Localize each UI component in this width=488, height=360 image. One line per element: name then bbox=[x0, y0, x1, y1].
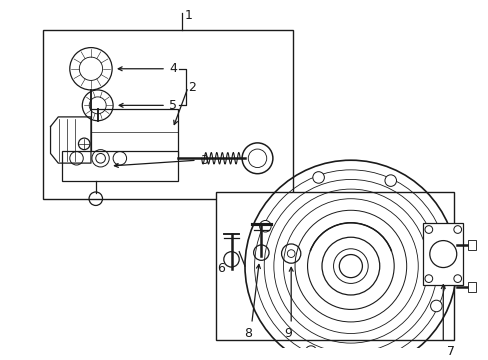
Text: 2: 2 bbox=[188, 81, 196, 94]
Text: 8: 8 bbox=[244, 327, 251, 340]
Text: 3: 3 bbox=[199, 154, 207, 167]
Circle shape bbox=[339, 255, 362, 278]
Text: 7: 7 bbox=[446, 345, 454, 358]
Bar bbox=[468, 240, 475, 250]
Bar bbox=[62, 150, 177, 181]
Circle shape bbox=[430, 300, 441, 312]
Circle shape bbox=[384, 175, 396, 186]
Circle shape bbox=[259, 220, 270, 232]
Bar bbox=[422, 223, 463, 285]
Text: 4: 4 bbox=[168, 62, 177, 75]
Circle shape bbox=[312, 172, 324, 183]
Text: 5: 5 bbox=[168, 99, 177, 112]
Bar bbox=[216, 192, 453, 340]
Text: 9: 9 bbox=[284, 327, 292, 340]
Circle shape bbox=[377, 349, 388, 360]
Text: 1: 1 bbox=[184, 9, 192, 22]
Bar bbox=[43, 30, 292, 199]
Circle shape bbox=[305, 346, 316, 357]
Text: 6: 6 bbox=[217, 262, 224, 275]
Bar bbox=[91, 109, 177, 159]
Bar bbox=[468, 283, 475, 292]
